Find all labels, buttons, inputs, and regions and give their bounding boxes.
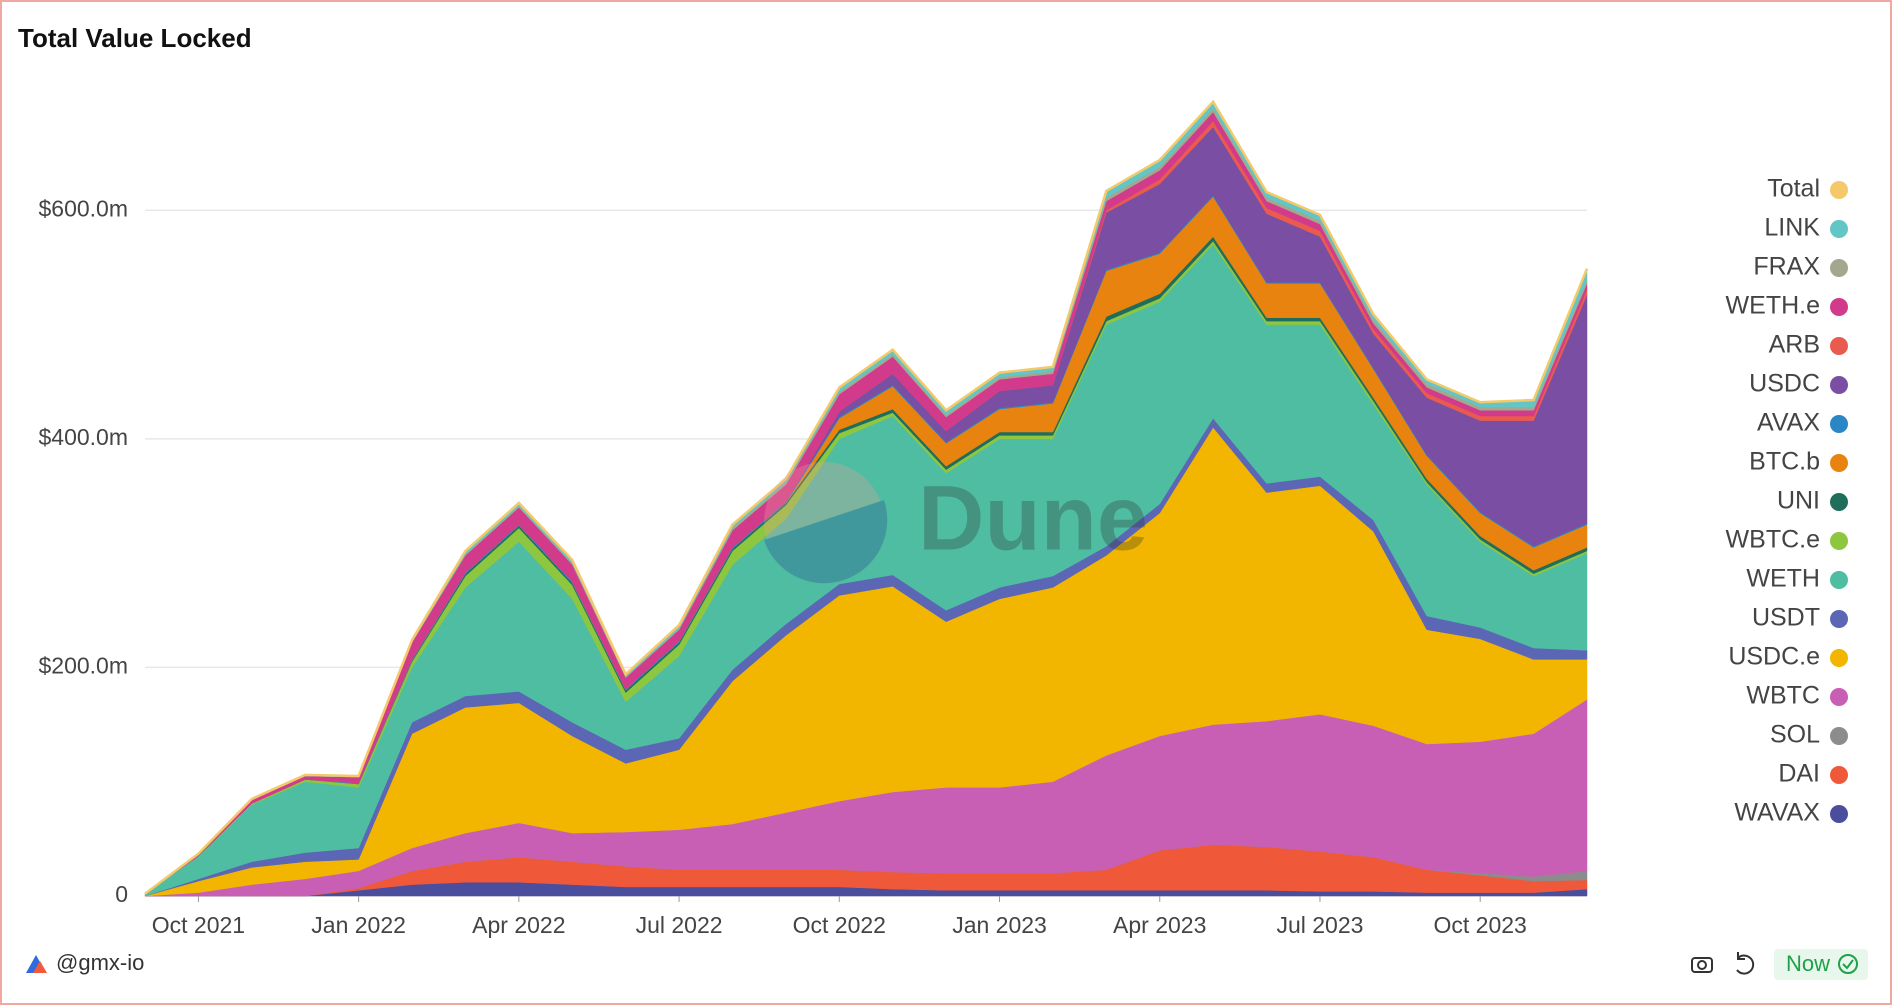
watermark-logo-part (764, 500, 888, 584)
footer: @gmx-io Now (26, 949, 1868, 980)
legend-label: WAVAX (1734, 799, 1820, 827)
chart-title: Total Value Locked (18, 23, 252, 53)
logo-part (33, 961, 47, 973)
legend-label: Total (1767, 175, 1820, 203)
legend-label: BTC.b (1749, 448, 1820, 476)
legend-label: UNI (1777, 487, 1820, 515)
legend-swatch (1830, 610, 1848, 628)
x-tick-label: Jul 2022 (636, 912, 723, 938)
camera-button[interactable] (1691, 957, 1713, 973)
legend-swatch (1830, 805, 1848, 823)
status-check (1842, 959, 1854, 970)
author: @gmx-io (56, 950, 144, 975)
legend-swatch (1830, 181, 1848, 199)
legend-swatch (1830, 727, 1848, 745)
legend-swatch (1830, 454, 1848, 472)
legend-label: USDC.e (1728, 643, 1820, 671)
legend-swatch (1830, 259, 1848, 277)
y-tick-label: $200.0m (38, 653, 128, 679)
legend-label: AVAX (1757, 409, 1820, 437)
legend-swatch (1830, 376, 1848, 394)
legend-label: SOL (1770, 721, 1820, 749)
legend-label: WETH.e (1726, 292, 1820, 320)
legend-swatch (1830, 415, 1848, 433)
x-tick-label: Oct 2021 (152, 912, 245, 938)
x-tick-label: Jul 2023 (1276, 912, 1363, 938)
status-icon (1838, 954, 1858, 974)
camera-lens[interactable] (1697, 960, 1707, 970)
legend-label: LINK (1764, 214, 1820, 242)
legend-label: WBTC.e (1726, 526, 1820, 554)
legend-swatch (1830, 766, 1848, 784)
x-tick-label: Apr 2022 (472, 912, 565, 938)
x-tick-label: Jan 2023 (952, 912, 1047, 938)
legend-label: ARB (1769, 331, 1820, 359)
x-tick-label: Jan 2022 (311, 912, 406, 938)
legend-label: USDT (1752, 604, 1820, 632)
legend-swatch (1830, 298, 1848, 316)
plot (144, 99, 1589, 897)
watermark: Dune (764, 462, 1148, 584)
legend-label: WETH (1746, 565, 1820, 593)
watermark-text: Dune (918, 467, 1148, 569)
total-line (144, 99, 1589, 895)
legend-swatch (1830, 571, 1848, 589)
watermark-logo (764, 462, 884, 582)
legend-swatch (1830, 220, 1848, 238)
y-tick-label: $400.0m (38, 424, 128, 450)
legend-label: FRAX (1753, 253, 1820, 281)
x-tick-label: Oct 2022 (793, 912, 886, 938)
refresh-button[interactable] (1736, 952, 1755, 975)
x-tick-label: Oct 2023 (1434, 912, 1527, 938)
legend-swatch (1830, 337, 1848, 355)
legend-swatch (1830, 493, 1848, 511)
legend-swatch (1830, 532, 1848, 550)
legend-swatch (1830, 688, 1848, 706)
y-tick-label: $600.0m (38, 195, 128, 221)
status: Now (1786, 951, 1830, 976)
legend-label: USDC (1749, 370, 1820, 398)
legend-label: WBTC (1746, 682, 1820, 710)
legend-label: DAI (1778, 760, 1820, 788)
x-tick-label: Apr 2023 (1113, 912, 1206, 938)
camera-icon[interactable] (1691, 957, 1713, 973)
y-tick-label: 0 (115, 881, 128, 907)
legend-swatch (1830, 649, 1848, 667)
